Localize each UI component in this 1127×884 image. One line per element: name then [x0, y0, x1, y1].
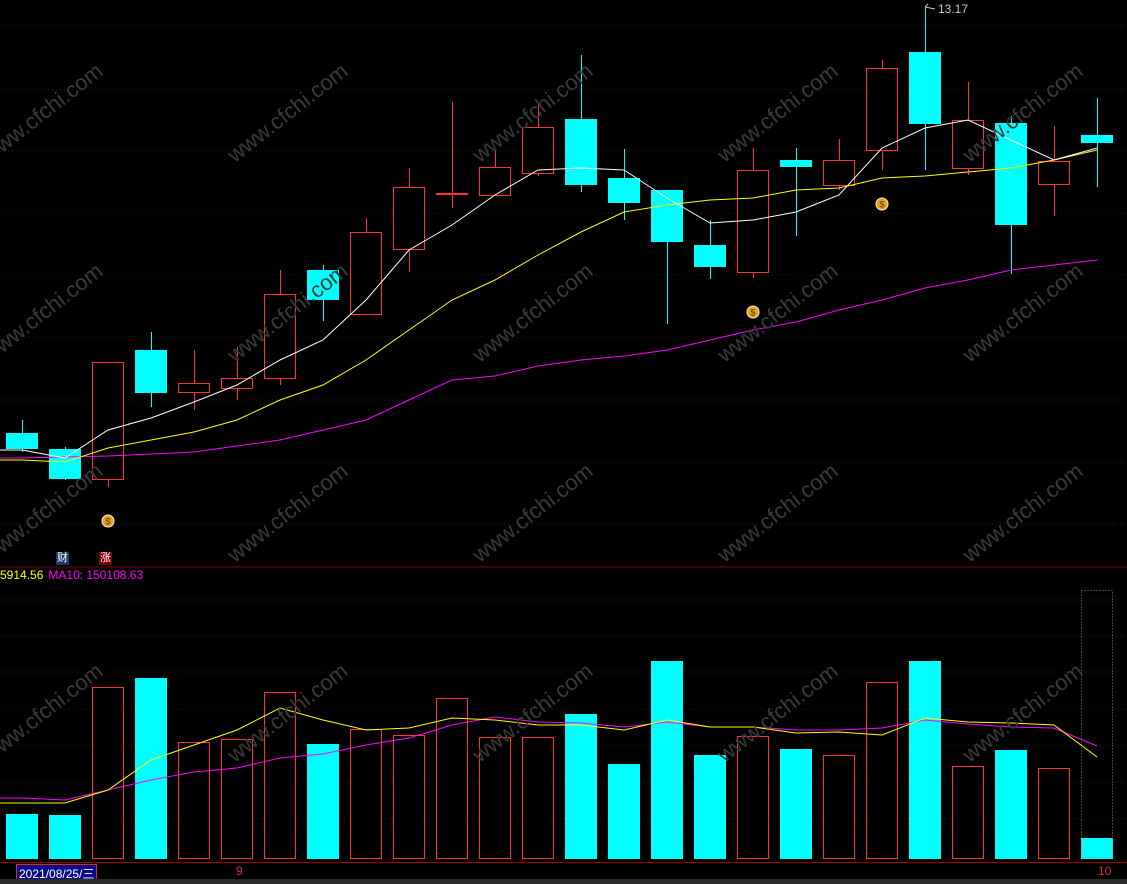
volume-bar — [307, 744, 339, 859]
candle-down — [651, 190, 683, 242]
candle-up — [866, 68, 898, 151]
volume-bar — [522, 737, 554, 859]
high-marker — [924, 3, 936, 10]
selected-date: 2021/08/25/三 — [16, 864, 98, 883]
high-price-label: 13.17 — [938, 2, 969, 16]
ma5-line — [0, 119, 1098, 459]
money-bag-icon — [746, 305, 760, 319]
money-bag-icon — [875, 197, 889, 211]
money-bag-icon — [101, 514, 115, 528]
date-axis: 2021/08/25/三 9 10 — [0, 863, 1127, 883]
money-bag-icon-glyph: $ — [750, 308, 755, 318]
volume-bar — [221, 739, 253, 859]
volume-bar — [1038, 768, 1070, 859]
candle-down — [909, 52, 941, 124]
ma10-line — [0, 149, 1098, 463]
money-bag-icon-glyph: $ — [105, 517, 110, 527]
candle-up — [92, 362, 124, 480]
volume-bar — [393, 735, 425, 859]
volume-bar — [694, 755, 726, 859]
candle-down — [307, 270, 339, 300]
month-label-10: 10 — [1098, 864, 1112, 878]
volume-bar — [565, 714, 597, 859]
candle-down — [49, 449, 81, 479]
candle-down — [565, 119, 597, 185]
candle-up — [1038, 161, 1070, 185]
volume-legend: 5914.56 MA10: 150108.63 — [0, 568, 148, 582]
candle-up — [522, 127, 554, 174]
volume-bar — [135, 678, 167, 859]
volume-bar — [264, 692, 296, 859]
volume-bar — [823, 755, 855, 859]
volume-ma5-line — [0, 707, 1098, 804]
volume-bar — [1081, 838, 1113, 859]
candle-up — [737, 170, 769, 273]
finance-tag[interactable]: 财 — [56, 552, 69, 565]
candle-up — [952, 120, 984, 169]
volume-ma5-value: 5914.56 — [0, 568, 44, 582]
volume-ma10-line — [0, 716, 1098, 801]
volume-bar — [866, 682, 898, 859]
volume-bar — [178, 742, 210, 859]
candle-up — [823, 160, 855, 186]
candle-down — [608, 178, 640, 203]
candle-up — [393, 187, 425, 250]
candle-down — [1081, 135, 1113, 143]
candle-up — [221, 378, 253, 389]
candle-up — [350, 232, 382, 315]
volume-bar — [780, 749, 812, 859]
candle-down — [694, 245, 726, 267]
volume-bar — [651, 661, 683, 859]
candle-up — [436, 193, 468, 195]
volume-bar — [952, 766, 984, 859]
current-bar-highlight — [1081, 590, 1113, 858]
volume-bar — [608, 764, 640, 859]
money-bag-icon-glyph: $ — [879, 200, 884, 210]
candle-down — [135, 350, 167, 393]
volume-ma10-value: MA10: 150108.63 — [48, 568, 144, 582]
volume-bar — [737, 736, 769, 859]
candle-down — [6, 433, 38, 449]
candle-up — [178, 383, 210, 393]
bottom-tab-bar[interactable] — [0, 879, 1127, 884]
volume-bar — [49, 815, 81, 859]
volume-bar — [995, 750, 1027, 859]
volume-bar — [6, 814, 38, 859]
volume-bar — [479, 737, 511, 859]
rise-tag[interactable]: 涨 — [99, 552, 112, 565]
volume-bar — [92, 687, 124, 859]
candle-up — [264, 294, 296, 379]
volume-bar — [350, 729, 382, 859]
candle-up — [479, 167, 511, 196]
candle-down — [780, 160, 812, 167]
volume-bar — [909, 661, 941, 859]
candle-down — [995, 123, 1027, 225]
ma20-line — [0, 259, 1098, 459]
month-label-9: 9 — [236, 864, 243, 878]
